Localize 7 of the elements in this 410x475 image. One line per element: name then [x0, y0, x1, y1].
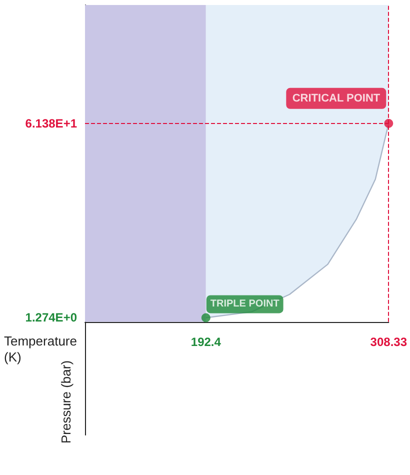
x-tick-label: 192.4	[190, 334, 222, 349]
annotation: CRITICAL POINT	[292, 92, 380, 104]
y-tick-label: 1.274E+0	[25, 310, 78, 325]
y-axis-title: Pressure (bar)	[58, 360, 74, 444]
y-tick-label: 6.138E+1	[25, 116, 78, 130]
annotation: TRIPLE POINT	[210, 298, 280, 310]
x-tick-label: 308.33	[370, 334, 408, 349]
